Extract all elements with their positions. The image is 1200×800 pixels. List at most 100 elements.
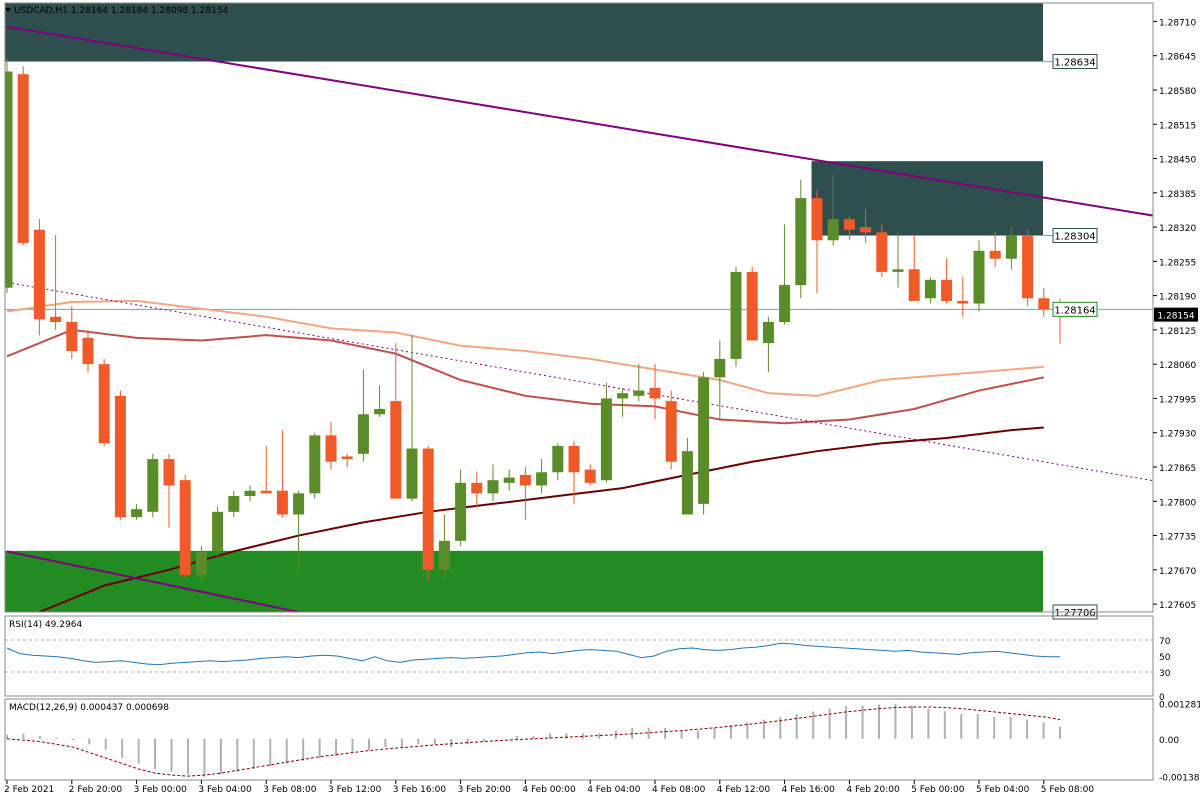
price-tick-label: 1.28190 [1159, 293, 1196, 303]
price-tick-label: 1.28255 [1159, 258, 1196, 268]
candle-body [50, 316, 62, 322]
candle-body [552, 445, 564, 473]
candle-body [584, 469, 596, 483]
current-price-box [1154, 307, 1198, 322]
moving-average-1 [6, 328, 1044, 425]
price-tick-label: 1.27995 [1159, 395, 1196, 405]
candle-body [633, 390, 645, 396]
price-tick-label: 1.27605 [1159, 601, 1196, 611]
zone-label-1: 1.28304 [1054, 232, 1095, 243]
time-tick-label: 5 Feb 08:00 [1041, 785, 1095, 795]
candle-body [357, 414, 369, 454]
candle-body [681, 451, 693, 515]
candle-body [762, 322, 774, 344]
candle-body [438, 540, 450, 570]
symbol-header: USDCAD,H1 1.28164 1.28184 1.28098 1.2815… [14, 6, 229, 16]
candle-body [163, 459, 175, 486]
rsi-frame [4, 615, 1154, 697]
trendline-0 [6, 25, 1153, 217]
time-tick-label: 4 Feb 08:00 [652, 785, 706, 795]
main-frame [4, 2, 1154, 613]
candle-body [422, 448, 434, 570]
time-tick-label: 4 Feb 20:00 [846, 785, 900, 795]
zone-demand-2 [5, 550, 1043, 612]
price-tick-label: 1.28450 [1159, 156, 1196, 166]
price-tick-label: 1.27930 [1159, 430, 1196, 440]
candle-body [33, 229, 45, 320]
candle-body [698, 377, 710, 504]
candle-body [5, 71, 13, 288]
candle-body [600, 398, 612, 481]
candle-body [341, 456, 353, 460]
time-tick-label: 4 Feb 12:00 [717, 785, 771, 795]
rsi-label: RSI(14) 49.2964 [9, 620, 82, 630]
macd-tick-label: 0.001281 [1159, 701, 1200, 711]
time-tick-label: 3 Feb 16:00 [393, 785, 447, 795]
time-tick-label: 3 Feb 12:00 [328, 785, 382, 795]
time-tick-label: 2 Feb 20:00 [69, 785, 123, 795]
candle-body [390, 401, 402, 499]
candle-body [795, 198, 807, 286]
time-tick-label: 4 Feb 00:00 [522, 785, 576, 795]
price-tick-label: 1.28125 [1159, 327, 1196, 337]
candle-body [779, 285, 791, 322]
rsi-tick-label: 30 [1159, 669, 1171, 679]
candle-body [228, 496, 240, 512]
candle-body [325, 435, 337, 462]
candle-body [212, 511, 224, 552]
candle-body [957, 300, 969, 304]
zone-label-0: 1.28634 [1054, 58, 1095, 69]
candle-body [147, 459, 159, 512]
candle-body [908, 269, 920, 301]
macd-signal-line [6, 706, 1061, 777]
candle-body [892, 269, 904, 272]
time-tick-label: 3 Feb 00:00 [134, 785, 188, 795]
price-tick-label: 1.27865 [1159, 464, 1196, 474]
candle-body [617, 393, 629, 399]
candle-body [98, 364, 110, 444]
zone-label-2: 1.27706 [1054, 608, 1095, 619]
macd-tick-label: -0.001381 [1159, 774, 1200, 784]
macd-tick-label: 0.00 [1159, 736, 1179, 746]
candle-body [730, 271, 742, 359]
time-tick-label: 3 Feb 08:00 [263, 785, 317, 795]
rsi-tick-label: 70 [1159, 637, 1171, 647]
zone-supply-0 [5, 3, 1043, 62]
level-label-box-0 [1052, 301, 1098, 317]
dropdown-triangle-icon [5, 8, 11, 12]
candle-body [568, 445, 580, 473]
candle-body [244, 490, 256, 496]
candle-body [131, 509, 143, 518]
candle-body [714, 358, 726, 378]
moving-average-0 [6, 299, 1044, 397]
main-panel [5, 3, 1153, 612]
time-tick-label: 2 Feb 2021 [4, 785, 54, 795]
candle-body [973, 250, 985, 304]
trendline-2 [6, 281, 1153, 482]
candle-body [82, 337, 94, 365]
zone-label-box-1 [1052, 228, 1098, 244]
candle-body [536, 472, 548, 486]
candle-body [114, 395, 126, 518]
time-tick-label: 5 Feb 04:00 [976, 785, 1030, 795]
current-price-label: 1.28154 [1157, 312, 1194, 322]
time-tick-label: 4 Feb 04:00 [587, 785, 641, 795]
macd-label: MACD(12,26,9) 0.000437 0.000698 [9, 703, 169, 713]
candle-body [1038, 298, 1050, 310]
time-tick-label: 4 Feb 16:00 [782, 785, 836, 795]
price-tick-label: 1.27800 [1159, 498, 1196, 508]
candle-body [455, 482, 467, 541]
candle-body [179, 480, 191, 576]
candle-body [860, 227, 872, 233]
candle-body [260, 490, 272, 494]
macd-frame [4, 698, 1154, 781]
candle-body [195, 551, 207, 576]
level-label-0: 1.28164 [1054, 305, 1095, 316]
candle-body [843, 219, 855, 230]
rsi-tick-label: 0 [1159, 693, 1165, 703]
rsi-line [6, 642, 1060, 666]
candle-body [487, 480, 499, 494]
candle-body [746, 271, 758, 341]
